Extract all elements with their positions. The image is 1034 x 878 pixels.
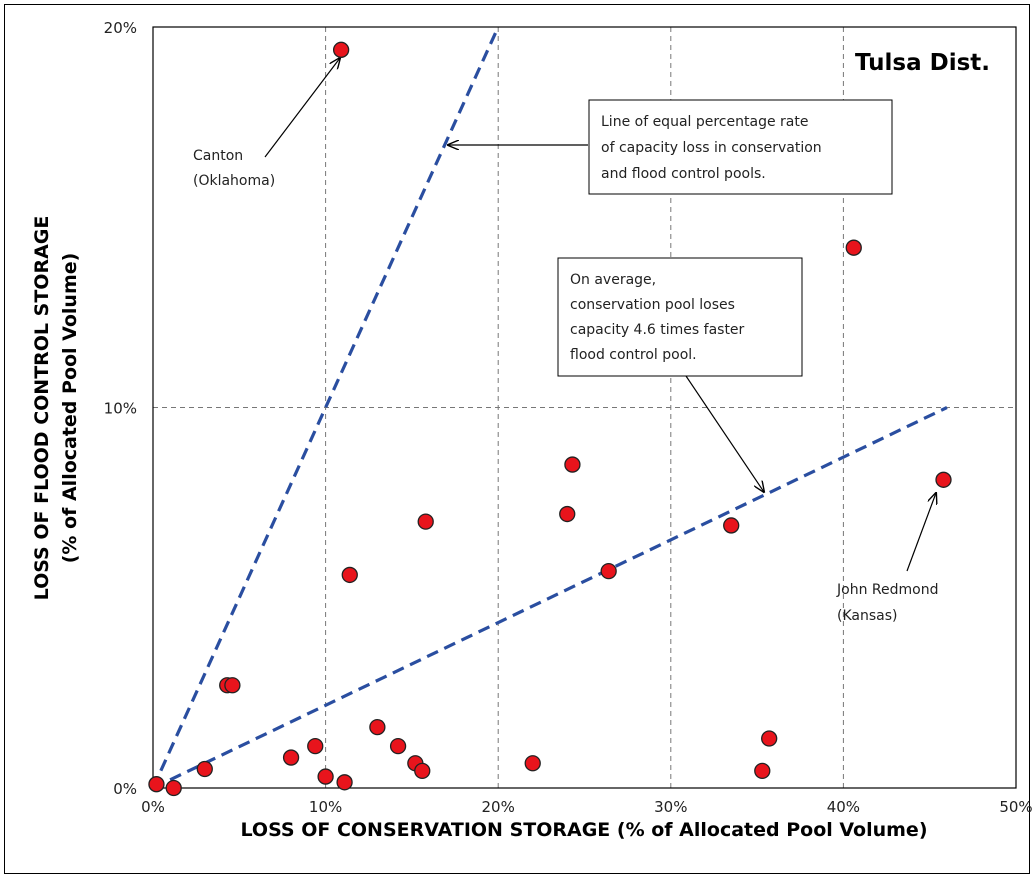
average-line-arrow: [685, 375, 764, 492]
data-point: [559, 505, 576, 523]
x-tick-label: 10%: [309, 798, 342, 816]
data-point: [148, 776, 165, 793]
data-point: [332, 41, 350, 58]
data-point: [389, 737, 407, 755]
trend-line: [152, 406, 948, 790]
data-points: [148, 41, 952, 797]
data-point: [600, 562, 617, 580]
x-axis-title: LOSS OF CONSERVATION STORAGE (% of Alloc…: [240, 819, 927, 841]
data-point: [564, 456, 581, 473]
equal-line-callout-line1: Line of equal percentage rate: [601, 114, 808, 130]
equal-line-callout-line2: of capacity loss in conservation: [601, 140, 822, 156]
x-tick-label: 40%: [827, 798, 860, 816]
redmond-label: John Redmond: [836, 582, 938, 598]
data-point: [307, 737, 324, 755]
data-point: [754, 762, 771, 780]
redmond-arrow: [906, 493, 936, 572]
average-callout-line3: capacity 4.6 times faster: [570, 322, 745, 338]
plot-area-border: [152, 26, 1017, 789]
data-point: [524, 755, 541, 772]
y-axis-title-line1: LOSS OF FLOOD CONTROL STORAGE: [31, 216, 53, 601]
x-tick-label: 50%: [999, 798, 1032, 816]
y-tick-labels: 0% 10% 20%: [104, 19, 137, 798]
y-axis-title-line2: (% of Allocated Pool Volume): [59, 253, 81, 564]
data-point: [369, 718, 386, 736]
data-point: [282, 749, 300, 766]
data-point: [723, 517, 740, 534]
canton-label: Canton: [193, 148, 243, 164]
data-point: [341, 566, 358, 584]
data-point: [761, 730, 778, 747]
canton-arrow: [264, 58, 340, 158]
data-point: [845, 239, 862, 256]
data-point: [224, 677, 241, 694]
data-point: [317, 768, 334, 785]
equal-line-callout-box: [588, 99, 893, 195]
average-callout-line1: On average,: [570, 272, 656, 288]
x-tick-label: 30%: [654, 798, 687, 816]
data-point: [196, 760, 213, 778]
redmond-sublabel: (Kansas): [837, 608, 897, 624]
data-point: [414, 762, 431, 780]
data-point: [935, 471, 952, 488]
canton-sublabel: (Oklahoma): [193, 173, 275, 189]
chart-frame: [4, 4, 1030, 874]
chart-title: Tulsa Dist.: [855, 50, 990, 76]
y-tick-label: 0%: [113, 780, 137, 798]
x-tick-label: 0%: [141, 798, 165, 816]
average-callout-line2: conservation pool loses: [570, 297, 735, 313]
data-point: [417, 513, 434, 530]
x-tick-label: 20%: [482, 798, 515, 816]
equal-line-callout-line3: and flood control pools.: [601, 166, 766, 182]
x-tick-labels: 0% 10% 20% 30% 40% 50%: [141, 798, 1033, 816]
trend-lines: [151, 26, 948, 790]
data-point: [336, 774, 353, 791]
y-tick-label: 20%: [104, 19, 137, 37]
y-tick-label: 10%: [104, 400, 137, 418]
average-callout-line4: flood control pool.: [570, 347, 697, 363]
trend-line: [151, 26, 500, 789]
data-point: [165, 779, 182, 797]
average-callout-box: [557, 257, 803, 377]
